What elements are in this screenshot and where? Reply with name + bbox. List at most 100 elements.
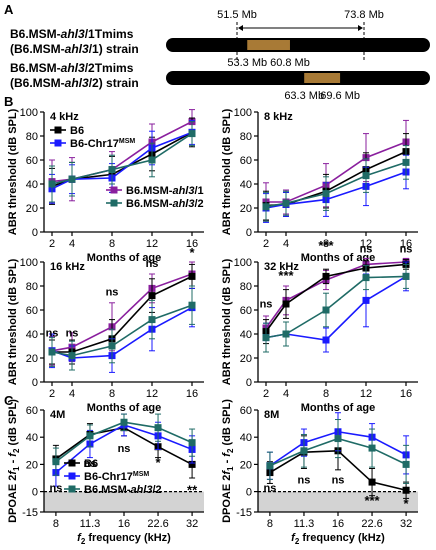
x-axis-label: Months of age <box>301 252 376 264</box>
data-point <box>52 458 60 466</box>
significance-label: ns <box>84 458 97 470</box>
y-tick-label: 40 <box>240 179 252 191</box>
x-tick-label: 8 <box>53 518 59 530</box>
x-axis-label: Months of age <box>301 402 376 414</box>
bottom-mb-label: 63.3 Mb <box>284 90 324 102</box>
x-axis-label: Months of age <box>87 252 162 264</box>
data-point <box>108 166 116 174</box>
legend-label: B6-Chr17MSM <box>84 471 149 483</box>
y-axis-label: DPOAE 2f1 - f2 (dB SPL) <box>7 399 21 523</box>
legend-marker <box>54 126 62 134</box>
data-point <box>402 486 410 494</box>
significance-label: *** <box>364 493 380 508</box>
strain2-subname: (B6.MSM-ahl3/2) strain <box>10 76 139 90</box>
y-tick-label: 40 <box>240 329 252 341</box>
x-tick-label: 4 <box>69 388 75 400</box>
legend-item: B6.MSM-ahl3/2 <box>106 198 204 210</box>
y-tick-label: 20 <box>26 459 38 471</box>
y-tick-label: 20 <box>240 353 252 365</box>
legend-label: B6.MSM-ahl3/2 <box>84 484 162 496</box>
data-point <box>282 199 290 207</box>
legend-label: B6 <box>84 458 98 470</box>
legend-item: B6-Chr17MSM <box>64 471 149 483</box>
legend-item: B6.MSM-ahl3/2 <box>64 484 162 496</box>
x-tick-label: 12 <box>146 238 158 250</box>
series-ahl3_2 <box>262 263 410 353</box>
data-point <box>188 301 196 309</box>
series-line <box>266 141 407 203</box>
y-tick-label: 100 <box>20 257 38 269</box>
data-point <box>154 424 162 432</box>
top-mb-label: 73.8 Mb <box>344 9 384 21</box>
chart-title: 32 kHz <box>264 261 299 273</box>
y-tick-label: -15 <box>236 507 252 519</box>
y-tick-label: 0 <box>246 377 252 389</box>
y-tick-label: 0 <box>32 377 38 389</box>
x-axis-label: f2 frequency (kHz) <box>77 532 171 546</box>
series-ahl3_2 <box>266 419 410 484</box>
data-point <box>68 352 76 360</box>
y-tick-label: 80 <box>240 131 252 143</box>
data-point <box>108 342 116 350</box>
data-point <box>188 272 196 280</box>
legend-label: B6-Chr17MSM <box>70 138 135 150</box>
data-point <box>362 296 370 304</box>
x-tick-label: 12 <box>146 388 158 400</box>
panel-a: A B6.MSM-ahl3/1Tmims (B6.MSM-ahl3/1) str… <box>4 2 430 102</box>
x-tick-label: 11.3 <box>80 518 101 530</box>
x-tick-label: 16 <box>118 518 130 530</box>
legend-marker <box>68 459 76 467</box>
noise-floor-region <box>44 491 204 512</box>
significance-label: ns <box>118 443 131 455</box>
x-tick-label: 12 <box>360 238 372 250</box>
x-tick-label: 11.3 <box>294 518 315 530</box>
significance-label: ns <box>298 474 311 486</box>
data-point <box>362 274 370 282</box>
x-axis-label: Months of age <box>87 402 162 414</box>
data-point <box>262 334 270 342</box>
legend-item: B6.MSM-ahl3/1 <box>106 185 204 197</box>
data-point <box>120 418 128 426</box>
significance-label: ns <box>49 483 62 495</box>
y-tick-label: 20 <box>26 203 38 215</box>
data-point <box>266 462 274 470</box>
chart-title: 16 kHz <box>50 261 85 273</box>
legend-marker <box>54 139 62 147</box>
legend-marker <box>68 472 76 480</box>
chromosome-bar <box>166 38 430 52</box>
y-tick-label: 40 <box>26 329 38 341</box>
y-tick-label: 0 <box>246 487 252 499</box>
data-point <box>402 158 410 166</box>
chart-title: 8M <box>264 409 279 421</box>
top-mb-label: 51.5 Mb <box>217 9 257 21</box>
x-tick-label: 22.6 <box>361 518 382 530</box>
y-tick-label: 80 <box>26 281 38 293</box>
msm-segment <box>304 73 341 83</box>
x-tick-label: 16 <box>400 388 412 400</box>
y-tick-label: 60 <box>26 155 38 167</box>
x-tick-label: 2 <box>263 388 269 400</box>
data-point <box>48 180 56 188</box>
y-tick-label: 40 <box>26 179 38 191</box>
data-point <box>402 460 410 468</box>
x-tick-label: 4 <box>283 388 289 400</box>
significance-label: * <box>156 455 162 470</box>
data-point <box>282 300 290 308</box>
x-tick-label: 16 <box>186 388 198 400</box>
y-tick-label: 20 <box>240 459 252 471</box>
data-point <box>48 348 56 356</box>
x-tick-label: 16 <box>332 518 344 530</box>
data-point <box>148 156 156 164</box>
x-tick-label: 8 <box>267 518 273 530</box>
significance-label: ns <box>46 327 59 339</box>
y-tick-label: 60 <box>26 305 38 317</box>
y-tick-label: 20 <box>240 203 252 215</box>
x-tick-label: 22.6 <box>147 518 168 530</box>
data-point <box>148 316 156 324</box>
data-point <box>368 478 376 486</box>
x-tick-label: 16 <box>186 238 198 250</box>
legend-item: B6-Chr17MSM <box>50 138 135 150</box>
data-point <box>300 447 308 455</box>
data-point <box>282 330 290 338</box>
